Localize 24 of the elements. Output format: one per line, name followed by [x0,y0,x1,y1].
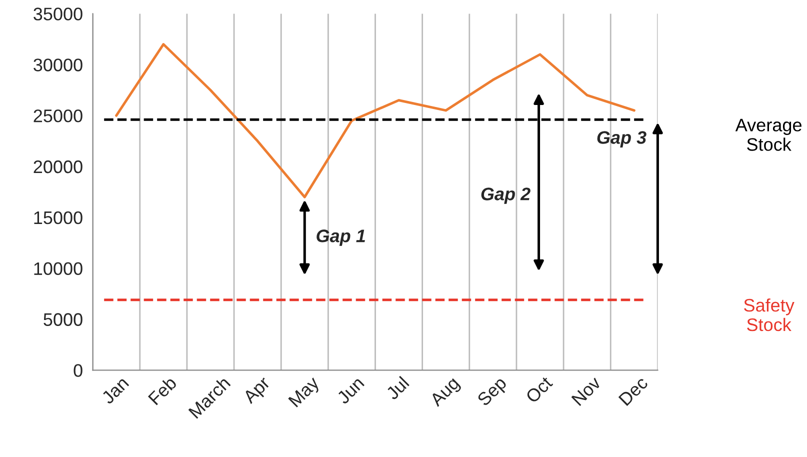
y-tick-label: 15000 [34,211,82,224]
annotation: Gap 3 [597,131,646,148]
x-tick-label: Feb [148,376,178,406]
x-tick-label: Sep [476,376,510,410]
y-tick-label: 25000 [34,109,82,122]
x-tick-label: Apr [242,376,274,407]
y-tick-label: 20000 [34,160,82,174]
x-tick-label: Jan [100,376,130,405]
ref-line-label: Safety Stock [744,298,794,332]
x-tick-label: Aug [429,376,462,410]
y-tick-label: 0 [74,364,82,377]
annotation: Gap 1 [316,230,365,246]
x-tick-label: Jun [336,376,365,405]
x-tick-label: Nov [571,376,602,406]
y-tick-label: 35000 [34,8,82,20]
x-tick-label: Oct [525,375,554,404]
annotation: Gap 2 [481,188,530,204]
y-tick-label: 30000 [34,58,82,72]
x-tick-label: Dec [618,376,649,406]
y-tick-label: 5000 [44,313,82,326]
x-tick-label: Jul [384,376,410,401]
ref-line-label: Average Stock [735,118,802,151]
y-tick-label: 10000 [34,262,82,276]
x-tick-label: May [288,376,323,410]
